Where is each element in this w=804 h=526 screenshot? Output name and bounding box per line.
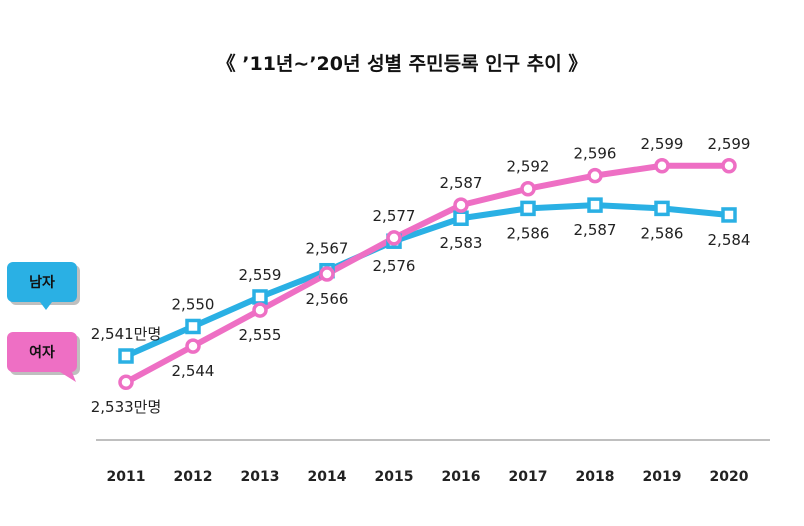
data-label: 2,587: [574, 221, 617, 239]
x-tick-label: 2017: [509, 469, 548, 485]
marker-female: [654, 158, 670, 174]
data-label: 2,559: [239, 266, 282, 284]
x-tick-label: 2019: [643, 469, 682, 485]
data-label: 2,586: [507, 224, 550, 242]
x-tick-label: 2013: [241, 469, 280, 485]
chart-title: 《 ’11년∼’20년 성별 주민등록 인구 추이 》: [217, 52, 588, 75]
legend-pointer: [60, 372, 76, 382]
marker-male: [118, 348, 134, 364]
marker-female: [587, 167, 603, 184]
marker-female: [118, 374, 134, 390]
series-markers: [118, 158, 737, 390]
x-tick-label: 2018: [576, 469, 615, 485]
data-label: 2,584: [708, 231, 751, 249]
x-tick-label: 2015: [375, 469, 414, 485]
marker-male: [654, 200, 670, 217]
marker-female: [319, 266, 335, 282]
series-line-female: [123, 162, 732, 386]
data-label: 2,577: [373, 207, 416, 225]
legend-label: 여자: [29, 344, 55, 361]
data-label: 2,599: [641, 135, 684, 153]
data-label: 2,566: [306, 290, 349, 308]
legend-label: 남자: [29, 274, 55, 291]
series-line-male: [123, 202, 732, 359]
marker-male: [587, 197, 603, 213]
marker-male: [185, 318, 201, 335]
legend-box-male: [7, 262, 77, 302]
data-label: 2,576: [373, 257, 416, 275]
marker-female: [453, 197, 469, 213]
marker-male: [520, 200, 536, 217]
data-label: 2,599: [708, 135, 751, 153]
data-label: 2,533만명: [91, 398, 162, 416]
marker-female: [252, 302, 268, 318]
x-tick-label: 2020: [710, 469, 749, 485]
data-label: 2,555: [239, 326, 282, 344]
data-labels: 2,541만명 2,550 2,559 2,567 2,576 2,583 2,586 2,5…: [91, 135, 751, 416]
x-tick-label: 2016: [442, 469, 481, 485]
data-label: 2,586: [641, 224, 684, 242]
data-label: 2,596: [574, 145, 617, 163]
legend-pointer: [40, 302, 52, 310]
marker-female: [386, 230, 402, 246]
marker-male: [453, 210, 469, 226]
x-axis-ticks: 2011 2012 2013 2014 2015 2016 2017 2018 2019 2020: [107, 469, 749, 485]
data-label: 2,544: [172, 362, 215, 380]
marker-male: [721, 207, 737, 223]
marker-female: [721, 158, 737, 174]
legend-box-female: [7, 332, 77, 372]
x-tick-label: 2012: [174, 469, 213, 485]
marker-female: [520, 180, 536, 197]
data-label: 2,592: [507, 158, 550, 176]
data-label: 2,587: [440, 174, 483, 192]
x-tick-label: 2014: [308, 469, 347, 485]
data-label: 2,567: [306, 240, 349, 258]
series-lines: [123, 162, 732, 386]
data-label: 2,541만명: [91, 325, 162, 343]
x-tick-label: 2011: [107, 469, 146, 485]
data-label: 2,583: [440, 234, 483, 252]
data-label: 2,550: [172, 295, 215, 313]
marker-male: [252, 289, 268, 305]
marker-female: [185, 338, 201, 354]
